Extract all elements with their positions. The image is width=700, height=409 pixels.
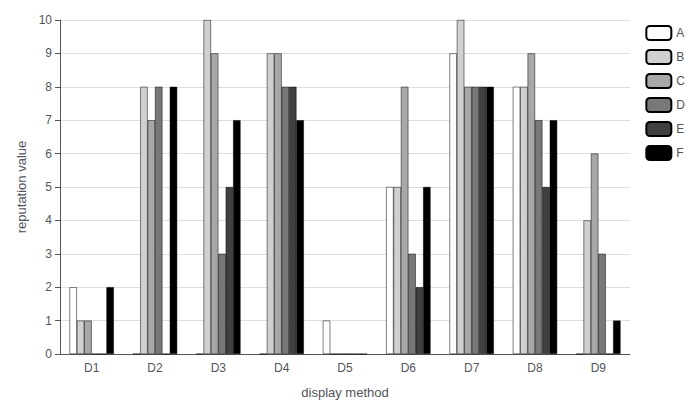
- svg-text:8: 8: [45, 80, 52, 94]
- svg-text:D4: D4: [274, 361, 290, 375]
- svg-text:9: 9: [45, 46, 52, 60]
- svg-text:reputation value: reputation value: [14, 141, 29, 234]
- svg-text:6: 6: [45, 147, 52, 161]
- svg-text:3: 3: [45, 247, 52, 261]
- svg-text:D7: D7: [464, 361, 480, 375]
- svg-text:5: 5: [45, 180, 52, 194]
- svg-text:D6: D6: [401, 361, 417, 375]
- svg-text:0: 0: [45, 347, 52, 361]
- svg-text:D5: D5: [337, 361, 353, 375]
- svg-text:A: A: [676, 26, 684, 40]
- svg-text:display method: display method: [301, 385, 388, 400]
- svg-text:C: C: [676, 74, 685, 88]
- svg-text:F: F: [676, 146, 683, 160]
- svg-text:D3: D3: [211, 361, 227, 375]
- svg-text:B: B: [676, 50, 684, 64]
- svg-text:D2: D2: [147, 361, 163, 375]
- svg-text:D9: D9: [591, 361, 607, 375]
- svg-text:1: 1: [45, 314, 52, 328]
- svg-text:10: 10: [39, 13, 53, 27]
- svg-text:7: 7: [45, 113, 52, 127]
- svg-text:D: D: [676, 98, 685, 112]
- svg-text:D1: D1: [84, 361, 100, 375]
- svg-text:E: E: [676, 122, 684, 136]
- svg-text:4: 4: [45, 213, 52, 227]
- svg-text:2: 2: [45, 280, 52, 294]
- svg-text:D8: D8: [527, 361, 543, 375]
